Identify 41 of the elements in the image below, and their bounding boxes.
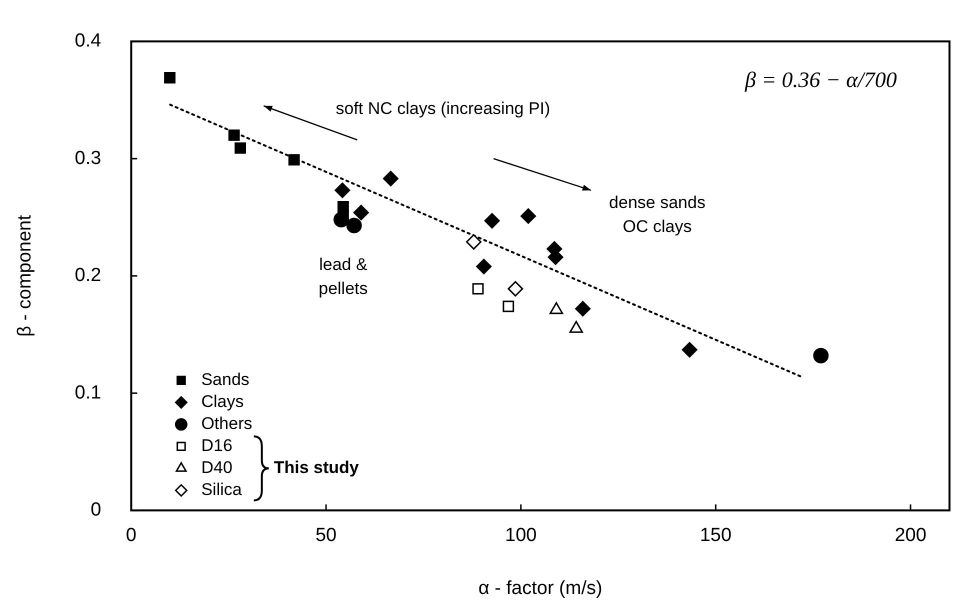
annotation: dense sands OC clays — [609, 192, 706, 236]
y-tick-label: 0.2 — [74, 265, 102, 286]
point — [476, 258, 492, 274]
x-tick-label: 50 — [315, 525, 337, 546]
point — [520, 208, 536, 224]
point — [813, 348, 829, 364]
point — [353, 204, 369, 220]
point — [334, 182, 350, 198]
y-tick-label: 0 — [90, 500, 102, 521]
point — [466, 234, 482, 250]
annotation: soft NC clays (increasing PI) — [336, 99, 550, 118]
x-tick-label: 0 — [126, 525, 136, 546]
point — [682, 342, 698, 358]
x-tick-label: 200 — [894, 525, 926, 546]
point — [382, 170, 398, 186]
point — [502, 300, 514, 312]
legend-label: Others — [201, 414, 252, 434]
y-tick-label: 0.1 — [74, 382, 102, 404]
point — [508, 281, 524, 297]
legend-label: Sands — [201, 370, 250, 390]
annotation: lead & pellets — [318, 255, 368, 298]
legend-label: Silica — [201, 480, 242, 500]
point — [234, 142, 246, 154]
x-tick-label: 100 — [505, 525, 537, 546]
point — [164, 72, 176, 84]
point — [228, 130, 240, 141]
annotation: This study — [274, 458, 360, 478]
point — [472, 283, 484, 294]
x-axis-title: α - factor (m/s) — [478, 578, 602, 599]
legend-label: D16 — [201, 436, 232, 456]
point — [346, 218, 362, 234]
x-tick-label: 150 — [700, 525, 732, 546]
legend-label: Clays — [201, 392, 244, 412]
point — [484, 213, 500, 229]
y-tick-label: 0.3 — [74, 148, 102, 169]
annotation: β = 0.36 − α/700 — [744, 67, 897, 92]
legend-label: D40 — [201, 458, 232, 478]
point — [575, 300, 591, 316]
y-axis-title: β - component — [14, 214, 36, 337]
point — [288, 154, 300, 166]
y-tick-label: 0.4 — [74, 30, 102, 52]
